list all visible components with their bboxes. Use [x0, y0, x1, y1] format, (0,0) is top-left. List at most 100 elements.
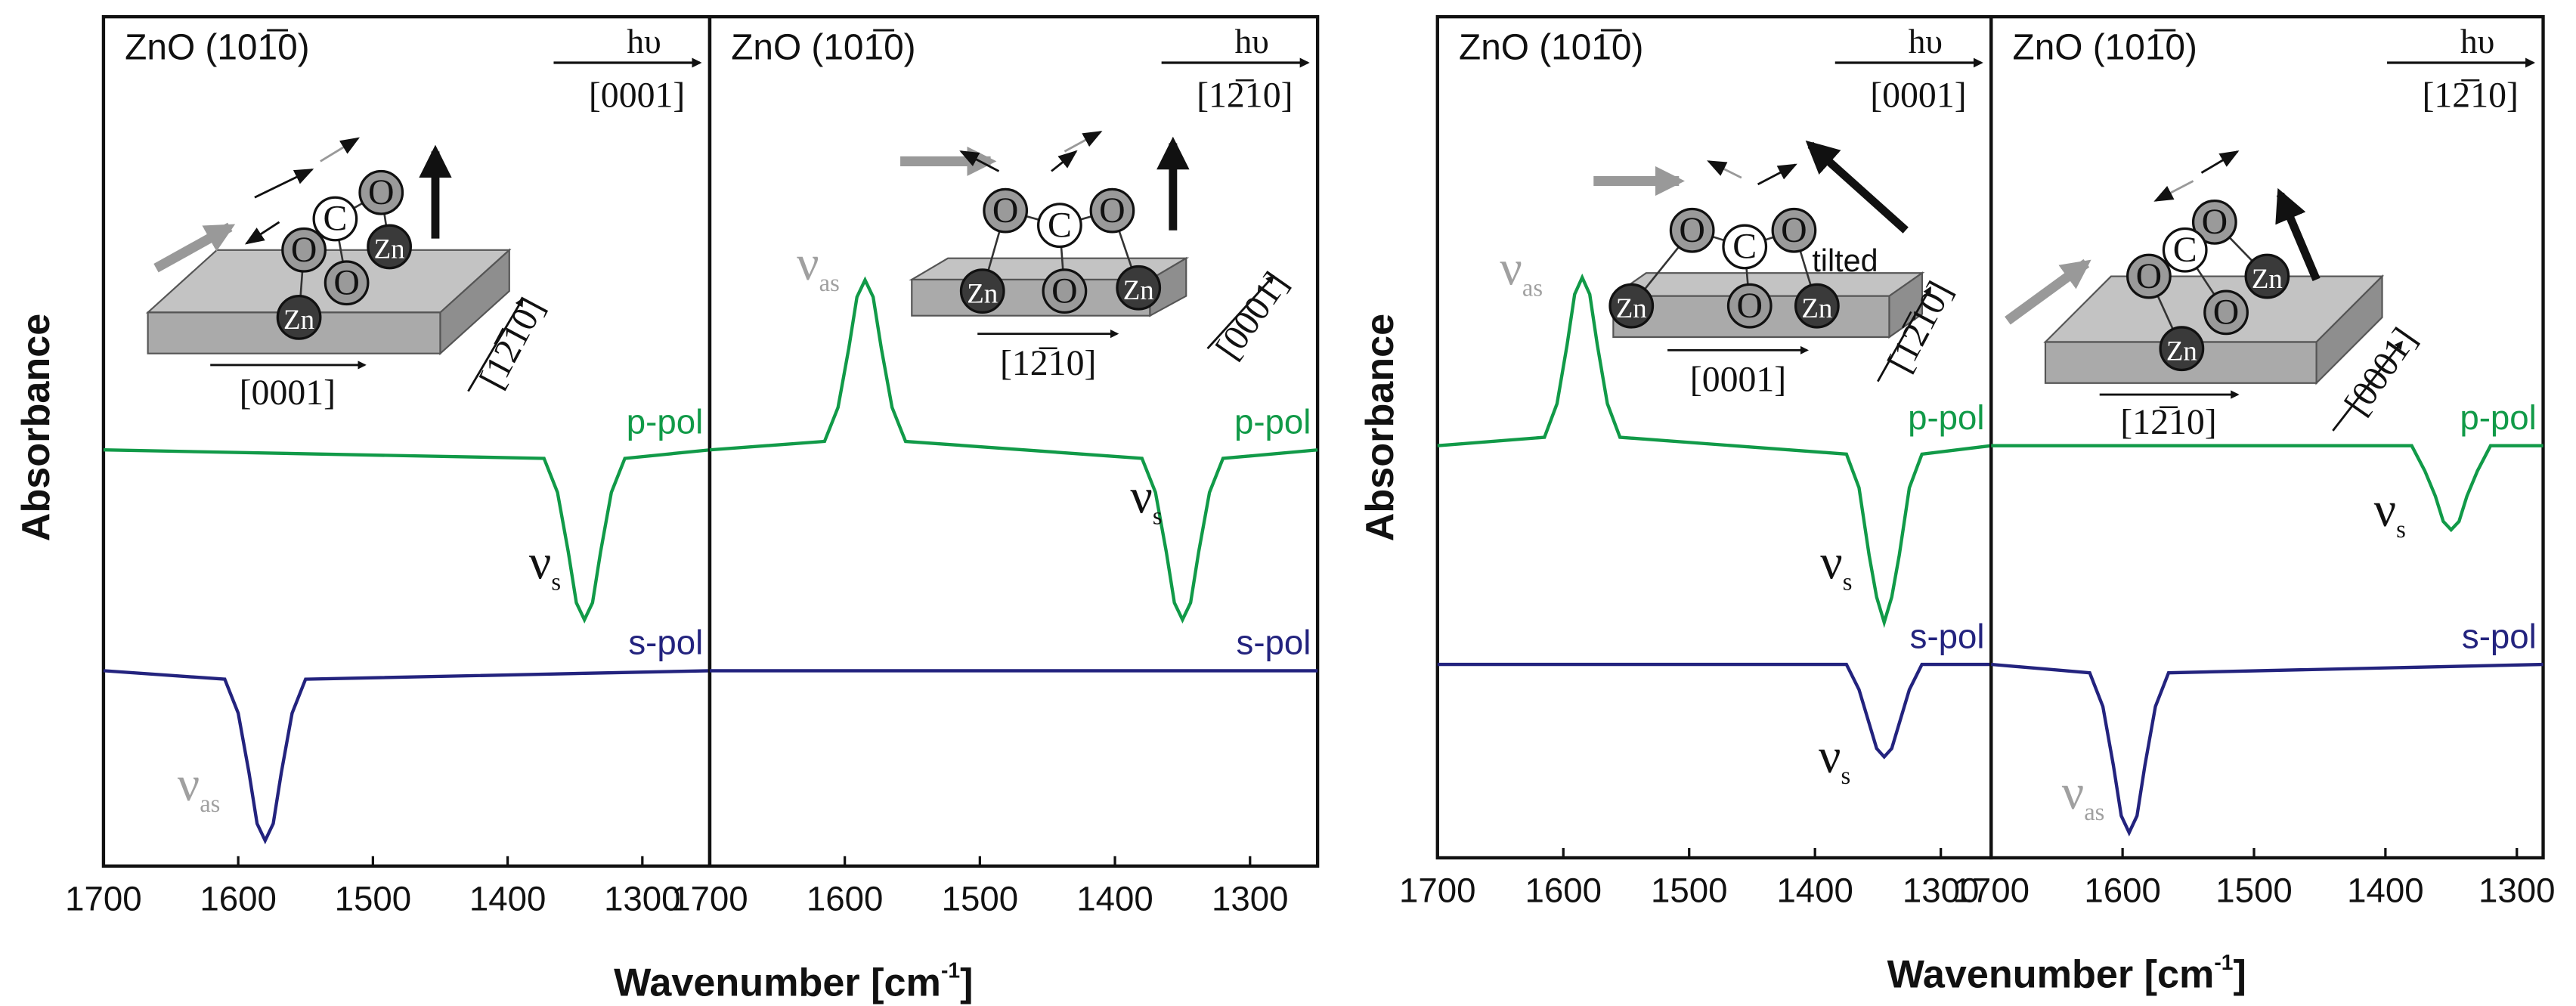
peak-label: νs [529, 535, 561, 596]
atom [1608, 283, 1655, 329]
x-axis-label-sup: -1 [2214, 950, 2233, 974]
peak-symbol: ν [1130, 470, 1152, 525]
peak-subscript: as [819, 270, 840, 297]
atom [1794, 283, 1840, 329]
atom-label: O [2213, 293, 2240, 333]
atom-label: Zn [1123, 274, 1154, 305]
atom [281, 227, 327, 273]
x-tick-label: 1300 [2478, 871, 2556, 910]
vibration-arrow [2153, 180, 2194, 202]
x-axis-label: Wavenumber [cm-1] [1887, 950, 2246, 997]
peak-subscript: s [551, 569, 561, 596]
light-direction: [12̅10] [2422, 76, 2518, 116]
atom [2191, 199, 2237, 245]
atom [1089, 187, 1135, 234]
panel-label: ZnO (101̅0) [125, 28, 309, 68]
spectrum-line [1991, 662, 2543, 837]
atom-label: O [1781, 210, 1807, 250]
atom-label: Zn [2252, 263, 2283, 294]
x-axis-label-close: ] [2234, 953, 2246, 997]
atom [2159, 326, 2205, 372]
spectrum-line [709, 276, 1318, 624]
light-direction: [0001] [589, 76, 685, 116]
atom-label: C [2173, 230, 2197, 270]
peak-subscript: s [1153, 503, 1163, 531]
atom [312, 196, 358, 242]
atom-label: Zn [1801, 293, 1832, 323]
x-tick-label: 1600 [1525, 871, 1602, 910]
atom [358, 169, 404, 215]
spectrum-line [1437, 662, 1992, 760]
atom-label: O [992, 190, 1019, 231]
dipole-arrow [2275, 187, 2321, 282]
crystal-axis-arrow [467, 298, 524, 392]
light-arrow [2005, 258, 2091, 325]
peak-symbol: ν [1819, 729, 1841, 784]
atom-label: O [1099, 190, 1125, 231]
vibration-arrow [1064, 131, 1103, 153]
x-axis-label: Wavenumber [cm-1] [614, 958, 973, 1005]
series-label: p-pol [2460, 398, 2536, 437]
peak-symbol: ν [797, 237, 819, 291]
atom-label: C [1732, 227, 1757, 267]
crystal-axis-arrow [1206, 274, 1274, 350]
x-tick-label: 1700 [1399, 871, 1476, 910]
x-tick-label: 1300 [1903, 871, 1980, 910]
atom-label: O [1679, 210, 1705, 250]
atom [2126, 253, 2172, 299]
x-tick-label: 1700 [671, 880, 748, 918]
atom [2244, 253, 2290, 299]
y-axis-label: Absorbance [1358, 314, 1402, 541]
peak-symbol: ν [2374, 483, 2396, 537]
x-tick-label: 1300 [604, 880, 681, 918]
peak-label: νs [1130, 470, 1162, 531]
x-axis-label-close: ] [960, 961, 973, 1005]
atom [1771, 207, 1817, 253]
slab-front [911, 278, 1151, 317]
atom [324, 260, 370, 306]
peak-subscript: s [2396, 516, 2406, 543]
x-tick-label: 1600 [2084, 871, 2161, 910]
series-label: s-pol [1237, 624, 1311, 662]
x-tick-label: 1400 [1776, 871, 1853, 910]
atom-label: O [291, 230, 317, 270]
x-tick-label: 1400 [2347, 871, 2424, 910]
atom-label: O [2136, 256, 2163, 296]
x-tick-label: 1500 [335, 880, 412, 918]
crystal-axis-label: [0001] [240, 373, 336, 413]
panel-label: ZnO (101̅0) [731, 28, 915, 68]
atom-label: Zn [374, 234, 405, 265]
atom [1722, 224, 1768, 270]
peak-label: νas [1500, 241, 1543, 302]
slab-side [2315, 274, 2383, 385]
x-tick-label: 1400 [469, 880, 546, 918]
x-tick-label: 1400 [1076, 880, 1153, 918]
series-label: s-pol [628, 624, 703, 662]
atom [1116, 265, 1162, 311]
atom-label: O [1736, 286, 1763, 326]
peak-symbol: ν [1820, 535, 1842, 590]
peak-subscript: as [200, 791, 220, 818]
x-tick-label: 1300 [1212, 880, 1289, 918]
x-axis-label-text: Wavenumber [cm [1887, 953, 2215, 997]
vibration-arrow [254, 169, 314, 199]
vibration-arrow [1707, 160, 1742, 179]
crystal-axis-arrow [1877, 286, 1932, 382]
vibration-arrow [959, 150, 1000, 172]
atom [1669, 207, 1715, 253]
panel-label: ZnO (101̅0) [2013, 28, 2197, 68]
y-axis-label: Absorbance [14, 314, 58, 541]
peak-label: νs [2374, 483, 2406, 543]
slab-side [1888, 271, 1924, 339]
atom [1042, 268, 1088, 314]
atom [2162, 227, 2208, 273]
atom [1037, 203, 1082, 249]
crystal-axis-label: [12̅10] [2120, 402, 2216, 442]
peak-symbol: ν [178, 757, 200, 812]
panel-frame [1989, 14, 2545, 860]
atom [367, 224, 412, 270]
vibration-arrow [244, 221, 280, 245]
x-tick-label: 1700 [65, 880, 141, 918]
atom-label: C [323, 199, 347, 239]
